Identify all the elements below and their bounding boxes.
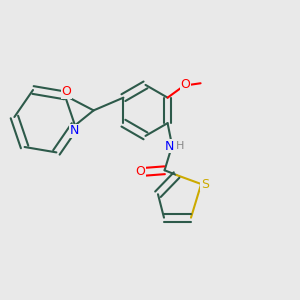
Text: S: S bbox=[201, 178, 209, 190]
Text: N: N bbox=[164, 140, 174, 153]
Text: N: N bbox=[70, 124, 79, 137]
Text: H: H bbox=[176, 141, 185, 151]
Text: O: O bbox=[61, 85, 71, 98]
Text: O: O bbox=[136, 165, 146, 178]
Text: O: O bbox=[181, 78, 190, 91]
